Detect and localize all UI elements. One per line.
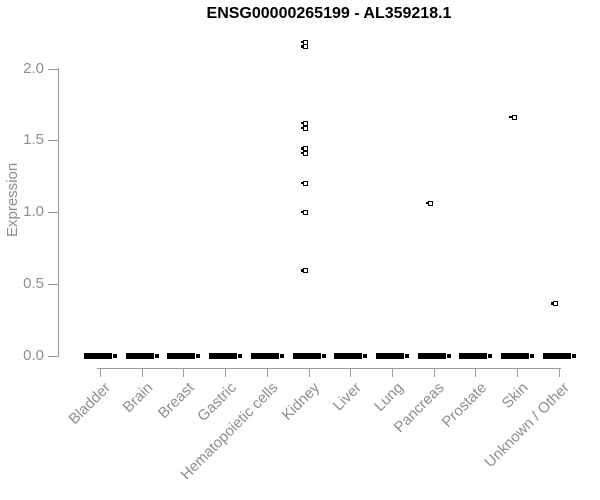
y-tick-label: 2.0 (23, 59, 44, 77)
data-point (300, 209, 309, 215)
zero-cluster-bar (125, 352, 154, 359)
zero-cluster-bar (292, 352, 321, 359)
x-tick (266, 368, 268, 377)
zero-cluster-bar (84, 352, 112, 359)
zero-cluster-point (113, 353, 117, 358)
zero-cluster-bar (376, 352, 405, 359)
zero-cluster-point (530, 353, 535, 358)
zero-cluster-point (238, 353, 243, 358)
x-tick (392, 368, 394, 377)
zero-cluster-bar (417, 352, 446, 359)
y-axis-line (58, 68, 59, 357)
zero-cluster-point (446, 353, 451, 358)
x-tick (433, 368, 435, 377)
zero-cluster-point (321, 353, 326, 358)
zero-cluster-point (488, 353, 493, 358)
data-point (425, 200, 434, 206)
x-category-label: Kidney (278, 379, 323, 424)
x-tick (517, 368, 519, 377)
x-tick (100, 368, 101, 377)
zero-cluster-point (571, 353, 576, 358)
x-tick (183, 368, 185, 377)
y-tick (48, 283, 58, 285)
x-category-label: Skin (498, 379, 532, 412)
zero-cluster-point (154, 353, 159, 358)
zero-cluster-bar (250, 352, 279, 359)
x-tick (558, 368, 560, 377)
x-category-label: Prostate (438, 379, 490, 431)
y-tick-label: 0.0 (23, 346, 44, 364)
x-tick (141, 368, 143, 377)
y-tick (48, 355, 58, 357)
y-tick (48, 68, 58, 70)
y-tick-label: 1.0 (23, 203, 44, 220)
data-point (551, 301, 559, 307)
data-point (509, 114, 517, 120)
zero-cluster-bar (334, 352, 363, 359)
y-tick (48, 212, 58, 213)
zero-cluster-bar (501, 352, 530, 359)
y-tick-label: 1.5 (23, 131, 44, 149)
y-tick (48, 140, 58, 142)
x-tick (475, 368, 477, 377)
data-point (300, 268, 309, 274)
y-axis-title: Expression (4, 162, 21, 237)
zero-cluster-point (405, 353, 410, 358)
zero-cluster-bar (459, 352, 488, 359)
data-point (300, 180, 309, 186)
x-axis-line (97, 368, 561, 369)
data-point (300, 126, 309, 132)
x-category-label: Bladder (65, 379, 115, 428)
zero-cluster-point (196, 353, 201, 358)
data-point (300, 150, 309, 156)
chart-title: ENSG00000265199 - AL359218.1 (206, 5, 452, 22)
x-category-label: Breast (155, 379, 198, 422)
x-tick (225, 368, 227, 377)
zero-cluster-point (363, 353, 368, 358)
x-category-label: Liver (329, 379, 365, 415)
zero-cluster-bar (167, 352, 196, 359)
x-category-label: Brain (119, 379, 157, 417)
zero-cluster-point (279, 353, 284, 358)
data-point (300, 120, 309, 126)
x-category-label: Lung (370, 379, 407, 415)
x-tick (308, 368, 310, 377)
x-tick (350, 368, 352, 377)
y-tick-label: 0.5 (23, 274, 44, 292)
zero-cluster-bar (542, 352, 571, 359)
data-point (300, 44, 309, 50)
zero-cluster-bar (209, 352, 238, 359)
